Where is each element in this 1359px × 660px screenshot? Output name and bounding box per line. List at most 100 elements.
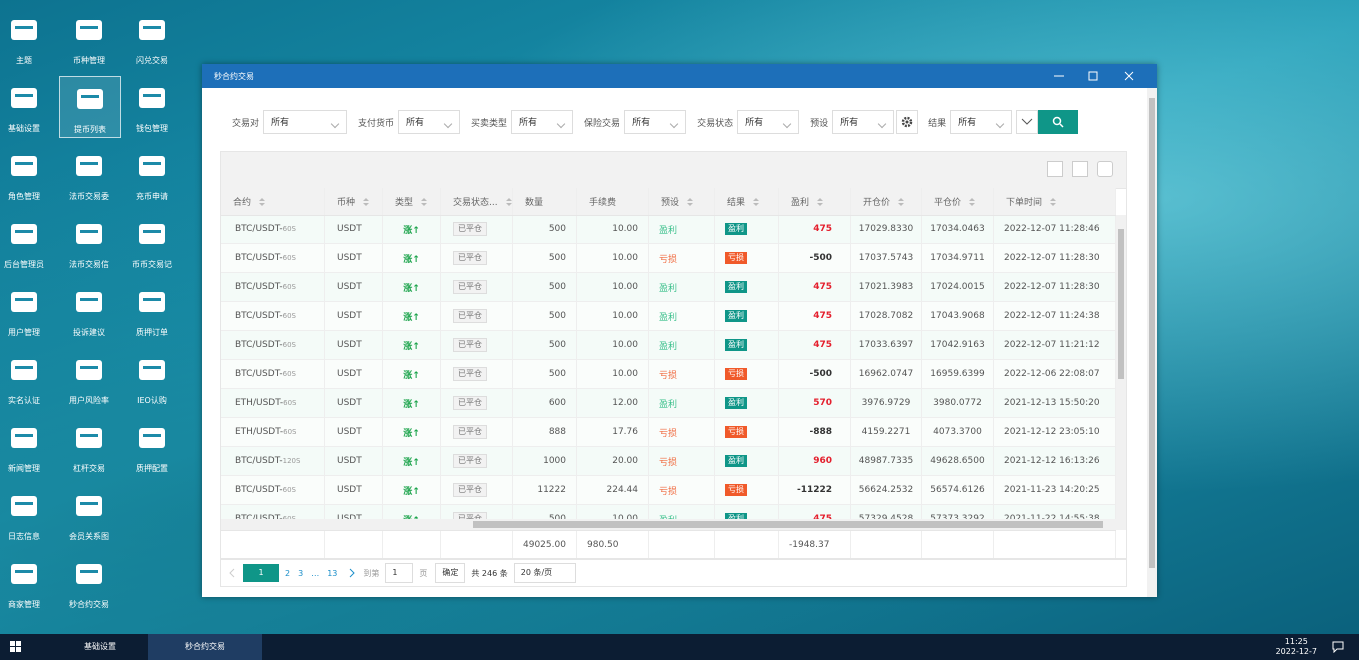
v-scrollbar[interactable] — [1116, 215, 1126, 519]
table-cell: 盈利 — [715, 273, 779, 301]
page-link[interactable]: 13 — [327, 568, 338, 578]
table-cell: 56624.2532 — [851, 476, 922, 504]
desktop-icon[interactable]: 会员关系图 — [59, 484, 119, 544]
sort-icon[interactable] — [969, 197, 976, 206]
header-text: 币种 — [337, 198, 356, 208]
header-cell[interactable]: 盈利 — [779, 188, 851, 215]
header-cell[interactable]: 结果 — [715, 188, 779, 215]
desktop-icon[interactable]: 提币列表 — [59, 76, 121, 138]
sort-icon[interactable] — [898, 197, 905, 206]
desktop-icon[interactable]: 钱包管理 — [122, 76, 182, 136]
desktop-icon[interactable]: 秒合约交易 — [59, 552, 119, 612]
expand-button[interactable] — [1016, 110, 1039, 134]
desktop-icon[interactable]: IEO认购 — [122, 348, 182, 408]
desktop-icon[interactable]: 新闻管理 — [0, 416, 54, 476]
desktop-icon[interactable]: 币币交易记 — [122, 212, 182, 272]
filter-select[interactable]: 所有 — [832, 110, 895, 134]
sort-icon[interactable] — [1050, 197, 1057, 206]
taskbar-item[interactable]: 基础设置 — [84, 642, 116, 651]
table-row[interactable]: BTC/USDT- 60S USDT 涨↑ 已平仓 500 10.00 亏损 亏损 -500 170… — [221, 244, 1116, 273]
header-cell[interactable]: 手续费 — [577, 188, 649, 215]
desktop-icon[interactable]: 角色管理 — [0, 144, 54, 204]
desktop-icon[interactable]: 投诉建议 — [59, 280, 119, 340]
desktop-icon[interactable]: 杠杆交易 — [59, 416, 119, 476]
sort-icon[interactable] — [687, 197, 694, 206]
table-row[interactable]: ETH/USDT- 60S USDT 涨↑ 已平仓 600 12.00 盈利 盈利 570 3976… — [221, 389, 1116, 418]
header-cell[interactable]: 类型 — [383, 188, 441, 215]
print-button[interactable] — [1097, 161, 1113, 177]
desktop-icon[interactable]: 实名认证 — [0, 348, 54, 408]
desktop-icon[interactable]: 日志信息 — [0, 484, 54, 544]
desktop-icon[interactable]: 质押订单 — [122, 280, 182, 340]
header-cell[interactable]: 平仓价 — [922, 188, 994, 215]
sort-icon[interactable] — [363, 197, 370, 206]
table-row[interactable]: BTC/USDT- 60S USDT 涨↑ 已平仓 500 10.00 盈利 盈利 475 1702… — [221, 302, 1116, 331]
confirm-button[interactable]: 确定 — [435, 563, 466, 583]
header-cell[interactable]: 开仓价 — [851, 188, 922, 215]
desktop-icon[interactable]: 法币交易委 — [59, 144, 119, 204]
settings-button[interactable] — [896, 110, 919, 134]
table-row[interactable]: BTC/USDT- 60S USDT 涨↑ 已平仓 500 10.00 盈利 盈利 475 1702… — [221, 215, 1116, 244]
icon-label: 充币申请 — [136, 192, 168, 201]
filter-label: 预设 — [810, 118, 829, 129]
filter-select[interactable]: 所有 — [263, 110, 348, 134]
filter-select[interactable]: 所有 — [737, 110, 800, 134]
desktop-icon[interactable]: 充币申请 — [122, 144, 182, 204]
desktop-icon[interactable]: 法币交易信 — [59, 212, 119, 272]
sort-icon[interactable] — [505, 197, 512, 206]
sort-icon[interactable] — [259, 197, 266, 206]
page-link[interactable]: 1 — [243, 564, 279, 582]
header-cell[interactable]: 合约 — [221, 188, 325, 215]
taskbar-item[interactable]: 秒合约交易 — [148, 634, 262, 660]
desktop-icon[interactable]: 用户风险率 — [59, 348, 119, 408]
desktop-icon[interactable]: 用户管理 — [0, 280, 54, 340]
desktop-icon[interactable]: 闪兑交易 — [122, 8, 182, 68]
h-scrollbar[interactable] — [221, 519, 1126, 530]
icon-label: 角色管理 — [8, 192, 40, 201]
sort-icon[interactable] — [753, 197, 760, 206]
window-controls[interactable] — [1047, 64, 1157, 88]
table-row[interactable]: BTC/USDT- 60S USDT 涨↑ 已平仓 500 10.00 亏损 亏损 -500 169… — [221, 360, 1116, 389]
desktop-icon[interactable]: 后台管理员 — [0, 212, 54, 272]
next-page[interactable] — [349, 568, 356, 578]
table-cell: BTC/USDT- 60S — [221, 331, 325, 359]
sort-icon[interactable] — [817, 197, 824, 206]
notification-icon[interactable] — [1331, 641, 1345, 653]
page-link[interactable]: … — [311, 568, 320, 578]
header-cell[interactable]: 交易状态... — [441, 188, 513, 215]
prev-page[interactable] — [229, 568, 235, 578]
filter-select[interactable]: 所有 — [624, 110, 687, 134]
page-input[interactable]: 1 — [385, 563, 414, 583]
window-scrollbar[interactable] — [1147, 88, 1157, 597]
columns-button[interactable] — [1047, 161, 1063, 177]
filter-select[interactable]: 所有 — [511, 110, 574, 134]
page-size[interactable]: 20 条/页 — [513, 563, 576, 583]
table-row[interactable]: BTC/USDT- 60S USDT 涨↑ 已平仓 500 10.00 盈利 盈利 475 1703… — [221, 331, 1116, 360]
export-button[interactable] — [1072, 161, 1088, 177]
table-cell: 涨↑ — [383, 215, 441, 243]
table-row[interactable]: BTC/USDT- 60S USDT 涨↑ 已平仓 11222 224.44 亏损 亏损 -112… — [221, 476, 1116, 505]
desktop-icon[interactable]: 质押配置 — [122, 416, 182, 476]
table-row[interactable]: ETH/USDT- 60S USDT 涨↑ 已平仓 888 17.76 亏损 亏损 -888 415… — [221, 418, 1116, 447]
desktop-icon[interactable]: 基础设置 — [0, 76, 54, 136]
filter-select[interactable]: 所有 — [950, 110, 1013, 134]
page-link[interactable]: 3 — [298, 568, 304, 578]
table-cell: 10.00 — [577, 215, 649, 243]
sort-icon[interactable] — [421, 197, 428, 206]
table-row[interactable]: BTC/USDT- 120S USDT 涨↑ 已平仓 1000 20.00 亏损 盈利 960 48… — [221, 447, 1116, 476]
filter-select[interactable]: 所有 — [398, 110, 461, 134]
header-cell[interactable]: 数量 — [513, 188, 577, 215]
header-cell[interactable]: 预设 — [649, 188, 715, 215]
start-button[interactable] — [10, 641, 22, 653]
header-cell[interactable]: 币种 — [325, 188, 383, 215]
desktop-icon[interactable]: 币种管理 — [59, 8, 119, 68]
header-cell[interactable]: 下单时间 — [994, 188, 1116, 215]
page-link[interactable]: 2 — [285, 568, 291, 578]
desktop-icon[interactable]: 主题 — [0, 8, 54, 68]
desktop-icon[interactable]: 商家管理 — [0, 552, 54, 612]
header-text: 预设 — [661, 198, 680, 208]
search-button[interactable] — [1038, 110, 1079, 134]
table-row[interactable]: BTC/USDT- 60S USDT 涨↑ 已平仓 500 10.00 盈利 盈利 475 1702… — [221, 273, 1116, 302]
table-row[interactable]: BTC/USDT-60S USDT 涨↑ 已平仓 500 10.00 盈利 盈利 475 5732… — [221, 505, 1116, 519]
table-cell: 涨↑ — [383, 244, 441, 272]
